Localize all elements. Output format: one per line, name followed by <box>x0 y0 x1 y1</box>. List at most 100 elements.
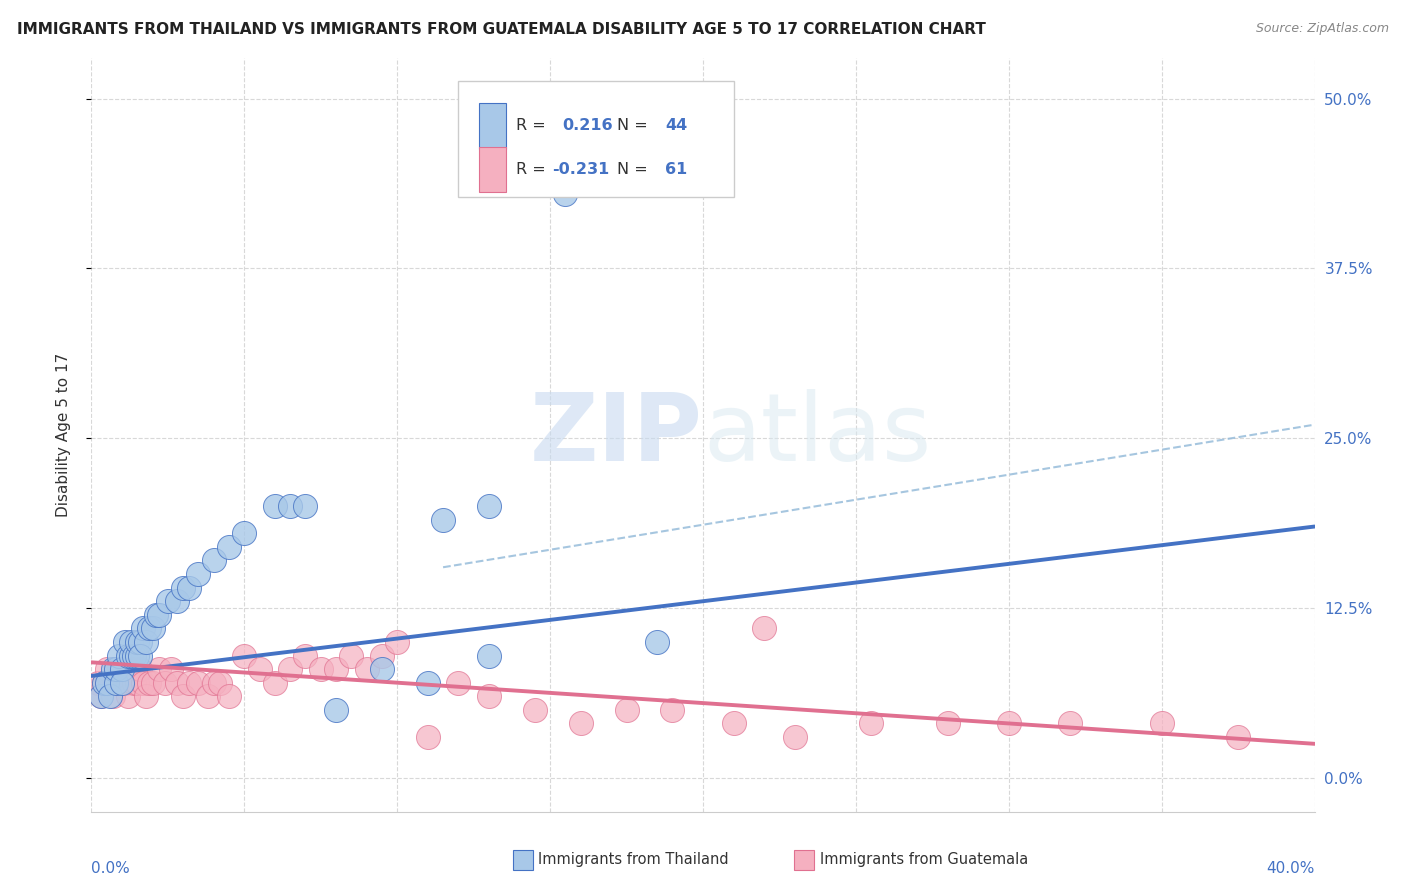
Point <box>385 635 409 649</box>
Point <box>478 648 501 663</box>
Point <box>90 690 112 704</box>
Bar <box>479 103 506 148</box>
Point <box>153 675 176 690</box>
Point <box>264 675 287 690</box>
Point <box>202 553 225 567</box>
Point <box>98 690 121 704</box>
Point <box>101 690 124 704</box>
Point <box>138 675 160 690</box>
Point <box>156 594 179 608</box>
Point <box>104 662 127 676</box>
Point <box>998 716 1021 731</box>
Point <box>111 662 134 676</box>
Point <box>122 675 145 690</box>
Point <box>129 648 152 663</box>
Point <box>356 662 378 676</box>
Point <box>340 648 363 663</box>
Point <box>127 635 149 649</box>
Point <box>478 499 501 513</box>
Point <box>661 703 683 717</box>
Point <box>98 675 121 690</box>
Text: 61: 61 <box>665 162 688 178</box>
Point <box>160 662 183 676</box>
Point <box>108 648 131 663</box>
Point <box>108 662 131 676</box>
Point <box>104 675 127 690</box>
Point <box>120 635 142 649</box>
Point <box>278 662 301 676</box>
Text: atlas: atlas <box>703 389 931 481</box>
Point <box>93 675 115 690</box>
Point <box>309 662 332 676</box>
Point <box>569 716 592 731</box>
Point <box>179 581 201 595</box>
Point <box>325 662 347 676</box>
Bar <box>479 147 506 192</box>
Point <box>197 690 219 704</box>
Point <box>172 690 194 704</box>
Point <box>166 594 188 608</box>
Point <box>264 499 287 513</box>
Y-axis label: Disability Age 5 to 17: Disability Age 5 to 17 <box>56 352 70 517</box>
Point <box>117 662 139 676</box>
Point <box>129 662 152 676</box>
Point <box>135 635 157 649</box>
Point <box>233 648 256 663</box>
Point <box>101 662 124 676</box>
Point <box>114 635 136 649</box>
Point <box>202 675 225 690</box>
Point <box>208 675 231 690</box>
Point <box>96 675 118 690</box>
Point <box>294 499 316 513</box>
Point <box>132 621 155 635</box>
Point <box>218 690 240 704</box>
Point <box>478 690 501 704</box>
Point <box>416 730 439 744</box>
Text: R =: R = <box>516 119 551 134</box>
Point <box>936 716 959 731</box>
Text: Immigrants from Thailand: Immigrants from Thailand <box>538 853 730 867</box>
Point <box>278 499 301 513</box>
Text: Source: ZipAtlas.com: Source: ZipAtlas.com <box>1256 22 1389 36</box>
Point <box>523 703 546 717</box>
Point <box>723 716 745 731</box>
Point <box>166 675 188 690</box>
Text: Immigrants from Guatemala: Immigrants from Guatemala <box>820 853 1028 867</box>
Point <box>148 662 170 676</box>
Point <box>111 662 134 676</box>
Point <box>117 690 139 704</box>
Text: 0.0%: 0.0% <box>91 861 131 876</box>
Point <box>187 567 209 582</box>
Text: IMMIGRANTS FROM THAILAND VS IMMIGRANTS FROM GUATEMALA DISABILITY AGE 5 TO 17 COR: IMMIGRANTS FROM THAILAND VS IMMIGRANTS F… <box>17 22 986 37</box>
Point <box>120 648 142 663</box>
Point <box>129 635 152 649</box>
Point <box>93 675 115 690</box>
Point <box>148 607 170 622</box>
Text: R =: R = <box>516 162 551 178</box>
Point <box>179 675 201 690</box>
Point <box>127 675 149 690</box>
Point <box>187 675 209 690</box>
Point <box>117 648 139 663</box>
Point <box>416 675 439 690</box>
Point <box>135 690 157 704</box>
Text: N =: N = <box>617 162 654 178</box>
Text: 40.0%: 40.0% <box>1267 861 1315 876</box>
Point <box>371 662 394 676</box>
Point <box>96 662 118 676</box>
Text: N =: N = <box>617 119 654 134</box>
Point <box>120 662 142 676</box>
Text: -0.231: -0.231 <box>553 162 610 178</box>
Point <box>1227 730 1250 744</box>
Point <box>141 675 163 690</box>
Point <box>860 716 883 731</box>
Point <box>172 581 194 595</box>
Point <box>145 607 167 622</box>
Text: 44: 44 <box>665 119 688 134</box>
Point <box>554 186 576 201</box>
Point <box>447 675 470 690</box>
Point <box>325 703 347 717</box>
Point <box>371 648 394 663</box>
Point <box>233 526 256 541</box>
Point <box>132 675 155 690</box>
